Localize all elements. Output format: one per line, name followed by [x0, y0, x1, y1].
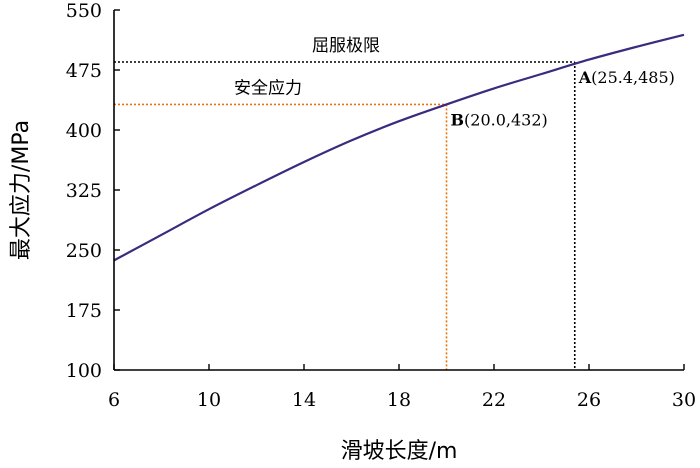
point-coords: (20.0,432)	[464, 110, 548, 129]
point-coords: (25.4,485)	[591, 68, 675, 87]
point-annotation: A(25.4,485)	[578, 68, 675, 87]
x-tick-label: 6	[108, 389, 120, 411]
y-tick-label: 400	[66, 120, 102, 142]
y-tick-label: 100	[66, 360, 102, 382]
point-annotation: B(20.0,432)	[451, 110, 548, 129]
y-tick-label: 325	[66, 180, 102, 202]
annotations: A(25.4,485) B(20.0,432)	[451, 68, 675, 129]
y-tick-label: 550	[66, 0, 102, 22]
y-tick-label: 175	[66, 300, 102, 322]
point-letter: B	[451, 110, 465, 129]
x-tick-label: 26	[577, 389, 601, 411]
x-axis-title: 滑坡长度/m	[341, 439, 458, 464]
reference-line-label: 安全应力	[234, 78, 302, 98]
x-tick-label: 18	[387, 389, 411, 411]
x-tick-label: 30	[672, 389, 696, 411]
point-letter: A	[578, 68, 592, 87]
y-tick-label: 250	[66, 240, 102, 262]
x-tick-label: 22	[482, 389, 506, 411]
y-axis-title: 最大应力/MPa	[9, 120, 34, 260]
series-group	[113, 33, 685, 262]
series-line	[113, 33, 685, 262]
y-tick-label: 475	[66, 60, 102, 82]
reference-line-label: 屈服极限	[312, 36, 380, 56]
tick-labels: 100 175 250 325 400 475 550 6 10 14 18 22 26 30	[66, 0, 696, 411]
x-tick-label: 14	[292, 389, 316, 411]
x-tick-label: 10	[197, 389, 221, 411]
axes	[113, 9, 685, 371]
